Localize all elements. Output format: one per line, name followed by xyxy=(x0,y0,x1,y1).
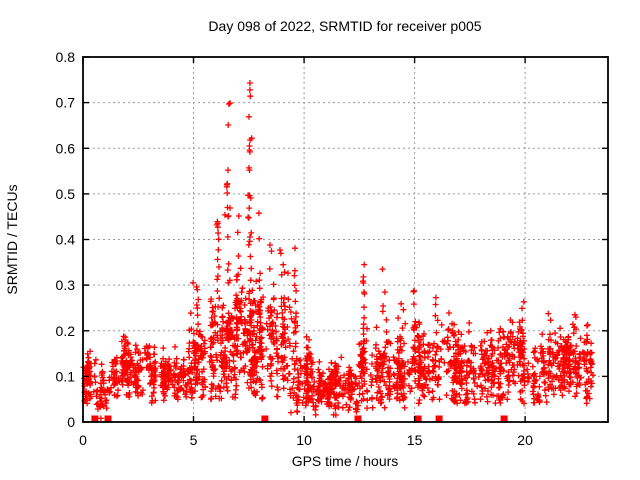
zero-square-marker xyxy=(261,415,269,423)
y-tick-label: 0.8 xyxy=(56,49,76,65)
y-tick-label: 0 xyxy=(67,414,75,430)
y-tick-label: 0.1 xyxy=(56,368,76,384)
zero-square-marker xyxy=(354,415,362,423)
grid-lines xyxy=(83,57,608,422)
y-tick-label: 0.3 xyxy=(56,277,76,293)
x-tick-label: 20 xyxy=(517,432,533,448)
chart-title: Day 098 of 2022, SRMTID for receiver p00… xyxy=(208,18,481,34)
y-tick-label: 0.4 xyxy=(56,232,76,248)
x-tick-label: 10 xyxy=(296,432,312,448)
x-tick-label: 5 xyxy=(190,432,198,448)
plus-markers xyxy=(80,80,596,422)
zero-square-marker xyxy=(500,415,508,423)
zero-square-marker xyxy=(104,415,112,423)
y-tick-label: 0.7 xyxy=(56,95,76,111)
y-tick-label: 0.2 xyxy=(56,323,76,339)
y-tick-label: 0.5 xyxy=(56,186,76,202)
x-tick-label: 0 xyxy=(79,432,87,448)
x-axis-label: GPS time / hours xyxy=(292,453,399,469)
y-tick-label: 0.6 xyxy=(56,140,76,156)
zero-square-marker xyxy=(435,415,443,423)
x-tick-label: 15 xyxy=(407,432,423,448)
zero-square-marker xyxy=(414,415,422,423)
axis-ticks xyxy=(82,56,608,423)
y-axis-label: SRMTID / TECUs xyxy=(4,184,20,294)
scatter-series xyxy=(80,80,596,423)
tick-labels: 0 5 10 15 20 0 0.1 0.2 0.3 0.4 0.5 0.6 0.7 0.8 xyxy=(56,49,534,448)
zero-square-marker xyxy=(91,415,99,423)
